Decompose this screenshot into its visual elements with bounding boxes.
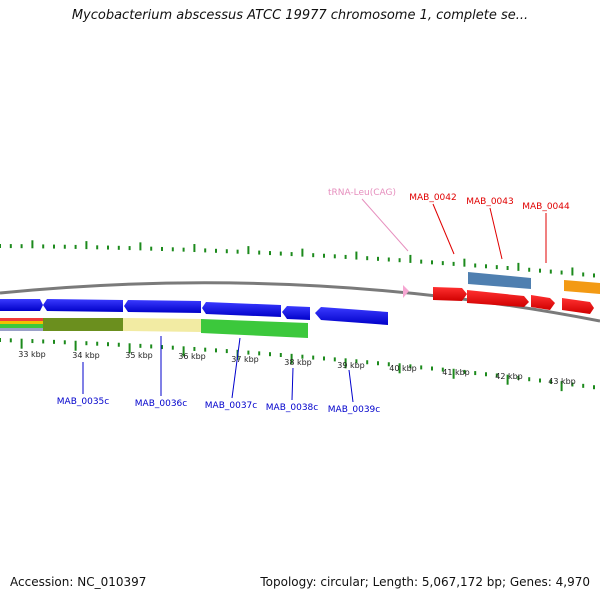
kbp-scale-labels: 33 kbp 34 kbp 35 kbp 36 kbp 37 kbp 38 kbp 39 k… xyxy=(18,350,576,386)
map-title: Mycobacterium abscessus ATCC 19977 chrom… xyxy=(71,8,529,23)
kbp-label: 33 kbp xyxy=(18,350,46,359)
kbp-label: 41 kbp xyxy=(442,368,470,377)
band-cream xyxy=(123,318,201,332)
cds-mab-0036c xyxy=(124,300,201,313)
cds-mab-0038c xyxy=(282,306,310,320)
kbp-label: 38 kbp xyxy=(284,358,312,367)
kbp-label: 36 kbp xyxy=(178,352,206,361)
forward-cds-track xyxy=(403,272,600,314)
accession-text: Accession: NC_010397 xyxy=(10,575,147,589)
label-leader-line xyxy=(489,207,503,260)
kbp-label: 37 kbp xyxy=(231,355,259,364)
feature-label[interactable]: MAB_0039c xyxy=(328,405,381,415)
feature-label[interactable]: tRNA-Leu(CAG) xyxy=(328,188,396,198)
feature-label[interactable]: MAB_0044 xyxy=(522,202,570,212)
cds-mab-0042 xyxy=(433,287,467,301)
feature-label[interactable]: MAB_0042 xyxy=(409,193,457,203)
feature-bands xyxy=(0,318,308,338)
orange-feature xyxy=(564,280,600,294)
kbp-label: 40 kbp xyxy=(389,364,417,373)
feature-label[interactable]: MAB_0036c xyxy=(135,399,188,409)
inner-tick-track xyxy=(0,338,595,392)
kbp-label: 39 kbp xyxy=(337,361,365,370)
cds-mab-0043 xyxy=(467,290,529,307)
feature-label[interactable]: MAB_0037c xyxy=(205,401,258,411)
chromosome-backbone xyxy=(0,281,600,323)
band-green xyxy=(201,319,308,338)
kbp-label: 43 kbp xyxy=(548,377,576,386)
label-leader-line xyxy=(432,203,455,255)
kbp-label: 34 kbp xyxy=(72,351,100,360)
feature-labels-bottom: MAB_0035c MAB_0036c MAB_0037c MAB_0038c MAB_… xyxy=(57,336,381,415)
label-leader-line xyxy=(291,367,294,401)
reverse-cds-track xyxy=(0,299,388,325)
feature-labels-top: tRNA-Leu(CAG) MAB_0042 MAB_0043 MAB_0044 xyxy=(328,188,570,263)
cds-mab-0035c xyxy=(43,299,123,312)
label-leader-line xyxy=(231,337,241,399)
cds-mab-0045 xyxy=(562,298,594,314)
cds-mab-0034c xyxy=(0,299,43,311)
trna-leu-feature xyxy=(403,285,409,298)
feature-label[interactable]: MAB_0043 xyxy=(466,197,514,207)
feature-label[interactable]: MAB_0038c xyxy=(266,403,319,413)
blue-feature xyxy=(468,272,531,289)
cds-mab-0044 xyxy=(531,295,555,310)
cds-mab-0039c xyxy=(315,307,388,325)
kbp-label: 42 kbp xyxy=(495,372,523,381)
outer-tick-track xyxy=(0,240,595,278)
feature-label[interactable]: MAB_0035c xyxy=(57,397,110,407)
label-leader-line xyxy=(348,369,354,403)
genome-summary-text: Topology: circular; Length: 5,067,172 bp… xyxy=(260,575,590,589)
band-olive xyxy=(43,318,123,331)
kbp-label: 35 kbp xyxy=(125,351,153,360)
label-leader-line xyxy=(361,198,409,252)
cds-mab-0037c xyxy=(202,302,281,317)
